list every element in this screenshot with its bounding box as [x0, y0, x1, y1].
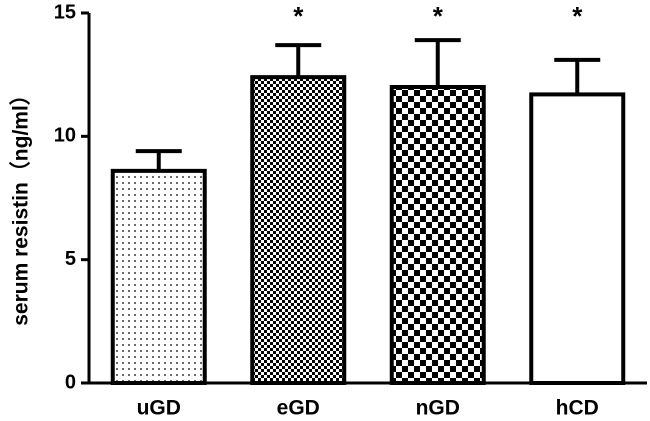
y-tick-label: 0 [65, 371, 76, 393]
x-tick-label: uGD [137, 397, 181, 420]
y-tick-label: 15 [54, 1, 76, 23]
significance-marker: * [433, 1, 444, 31]
bar [250, 75, 347, 385]
x-tick-label: eGD [277, 397, 320, 420]
y-axis-label: serum resistin（ng/ml） [9, 84, 33, 326]
x-tick-label: hCD [556, 397, 599, 420]
bar [389, 85, 486, 385]
significance-marker: * [572, 1, 583, 31]
bar [110, 168, 207, 385]
y-tick-label: 10 [54, 125, 76, 147]
x-tick-label: nGD [416, 397, 460, 420]
y-tick-label: 5 [65, 248, 76, 270]
significance-marker: * [293, 1, 304, 31]
bar [529, 92, 626, 386]
